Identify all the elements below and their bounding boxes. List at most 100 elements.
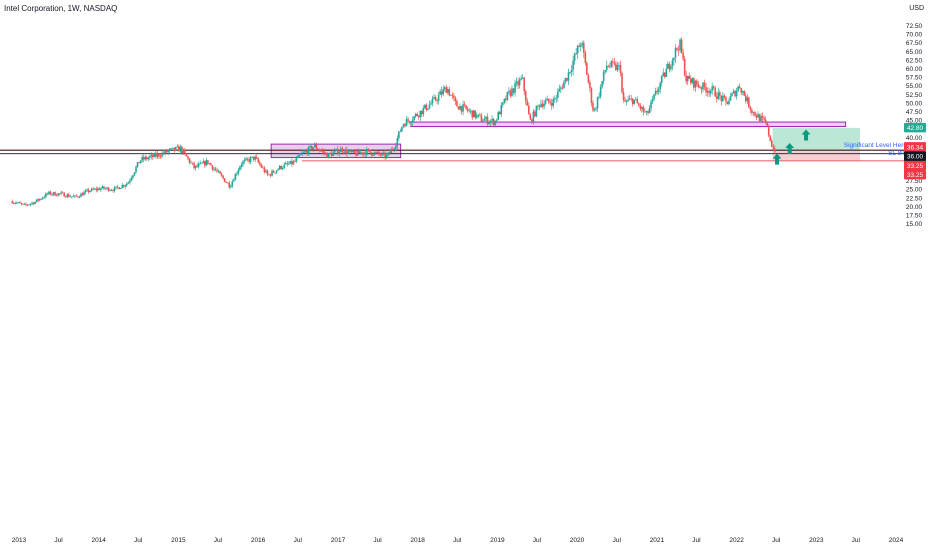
candle-body-96	[158, 153, 160, 157]
x-tick-label-3: Jul	[134, 537, 143, 544]
candle-body-304	[476, 114, 478, 118]
candle-body-302	[472, 110, 475, 118]
candle-body-371	[578, 45, 581, 47]
candle-body-118	[191, 162, 194, 164]
candle-body-410	[638, 103, 640, 106]
candle-body-174	[277, 169, 279, 171]
candle-body-62	[106, 187, 108, 189]
candle-body-350	[546, 98, 548, 101]
candle-body-448	[696, 80, 698, 85]
candle-body-309	[483, 119, 486, 121]
candle-body-419	[651, 98, 654, 102]
candle-body-251	[395, 145, 397, 149]
candle-body-235	[370, 152, 373, 155]
candle-body-495	[767, 125, 770, 136]
candle-body-228	[359, 152, 362, 154]
candle-body-139	[223, 178, 226, 182]
candle-body-115	[187, 156, 189, 159]
candle-body-378	[589, 82, 591, 89]
candle-body-373	[581, 43, 584, 46]
candle-body-219	[346, 149, 348, 154]
candle-body-464	[720, 95, 723, 102]
price-badge-5	[904, 169, 926, 180]
candle-body-296	[463, 104, 466, 106]
y-tick-label-20: 70.00	[906, 32, 923, 39]
candle-body-349	[544, 100, 547, 104]
candle-body-151	[242, 161, 244, 165]
candle-body-416	[647, 111, 649, 114]
candle-body-340	[531, 119, 533, 123]
candle-body-78	[130, 177, 133, 181]
candle-body-385	[599, 86, 602, 97]
candle-body-326	[509, 90, 512, 97]
candle-body-214	[338, 151, 341, 154]
candle-body-484	[751, 109, 753, 113]
candle-body-391	[608, 66, 611, 68]
candle-body-24	[48, 191, 50, 194]
candle-body-47	[83, 192, 85, 196]
candle-body-213	[336, 148, 339, 154]
candle-body-217	[343, 152, 345, 154]
y-tick-label-17: 62.50	[906, 57, 923, 64]
candle-body-475	[737, 86, 739, 91]
candle-body-357	[557, 91, 559, 98]
candle-body-137	[220, 173, 223, 176]
candle-body-407	[633, 99, 636, 105]
candle-body-387	[602, 71, 605, 82]
candle-body-242	[381, 152, 383, 156]
candle-body-253	[398, 131, 400, 139]
candle-body-92	[152, 154, 154, 158]
x-tick-label-8: 2017	[331, 537, 346, 544]
candle-body-360	[561, 87, 564, 89]
candle-body-192	[304, 150, 307, 152]
candle-body-351	[547, 98, 550, 102]
candle-body-321	[502, 102, 504, 105]
candle-body-222	[350, 150, 353, 153]
candle-body-270	[424, 104, 426, 109]
candle-body-113	[184, 150, 186, 154]
candle-body-256	[402, 124, 405, 127]
candle-body-284	[445, 87, 448, 93]
candle-body-355	[553, 98, 556, 100]
candle-body-271	[425, 104, 428, 110]
candle-body-328	[512, 88, 515, 93]
candle-body-298	[466, 108, 469, 111]
candle-body-463	[719, 92, 721, 96]
candle-body-325	[508, 90, 510, 92]
candle-body-245	[385, 154, 388, 158]
candle-body-498	[772, 146, 775, 149]
candle-body-424	[659, 82, 662, 90]
candle-body-108	[176, 146, 179, 148]
candle-body-255	[401, 126, 403, 132]
candle-body-276	[433, 97, 435, 99]
candle-body-454	[705, 87, 707, 93]
candle-body-72	[121, 185, 124, 189]
candle-body-159	[254, 156, 257, 160]
candle-body-379	[590, 88, 593, 103]
candle-body-75	[126, 183, 128, 186]
x-tick-label-15: Jul	[613, 537, 622, 544]
candle-body-440	[683, 58, 686, 76]
candle-body-366	[570, 69, 573, 73]
candle-body-53	[92, 188, 95, 190]
y-tick-label-11: 47.50	[906, 109, 923, 116]
candle-body-155	[248, 159, 250, 162]
candle-body-247	[388, 152, 391, 154]
price-badge-label-1: 36.34	[907, 144, 924, 151]
candle-body-145	[233, 180, 235, 182]
candle-body-83	[138, 162, 140, 164]
x-tick-label-20: 2023	[809, 537, 824, 544]
price-badge-label-2: 36.00	[907, 154, 924, 161]
candle-body-334	[521, 77, 524, 79]
candle-body-482	[748, 97, 750, 108]
candle-body-483	[749, 107, 752, 110]
candle-body-262	[411, 120, 414, 123]
candle-body-327	[511, 88, 513, 97]
candle-body-21	[43, 197, 46, 198]
candle-body-415	[645, 111, 648, 112]
candle-body-260	[408, 120, 411, 123]
candle-body-382	[595, 108, 597, 110]
candle-body-182	[289, 160, 292, 164]
candle-body-43	[77, 196, 79, 198]
candle-body-282	[442, 89, 444, 95]
